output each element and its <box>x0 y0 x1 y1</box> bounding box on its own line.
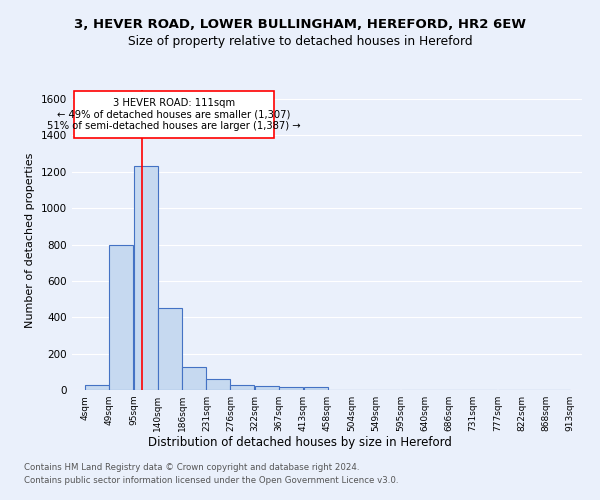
Bar <box>230 385 254 390</box>
Bar <box>255 386 279 390</box>
FancyBboxPatch shape <box>74 91 274 138</box>
Bar <box>279 386 303 390</box>
Text: Distribution of detached houses by size in Hereford: Distribution of detached houses by size … <box>148 436 452 449</box>
Text: 3 HEVER ROAD: 111sqm
← 49% of detached houses are smaller (1,307)
51% of semi-de: 3 HEVER ROAD: 111sqm ← 49% of detached h… <box>47 98 301 131</box>
Bar <box>134 166 158 390</box>
Bar <box>158 308 182 390</box>
Bar <box>206 380 230 390</box>
Bar <box>182 368 206 390</box>
Bar <box>304 386 328 390</box>
Text: Contains HM Land Registry data © Crown copyright and database right 2024.: Contains HM Land Registry data © Crown c… <box>24 464 359 472</box>
Text: 3, HEVER ROAD, LOWER BULLINGHAM, HEREFORD, HR2 6EW: 3, HEVER ROAD, LOWER BULLINGHAM, HEREFOR… <box>74 18 526 30</box>
Text: Contains public sector information licensed under the Open Government Licence v3: Contains public sector information licen… <box>24 476 398 485</box>
Text: Size of property relative to detached houses in Hereford: Size of property relative to detached ho… <box>128 35 472 48</box>
Y-axis label: Number of detached properties: Number of detached properties <box>25 152 35 328</box>
Bar <box>109 244 133 390</box>
Bar <box>85 386 109 390</box>
